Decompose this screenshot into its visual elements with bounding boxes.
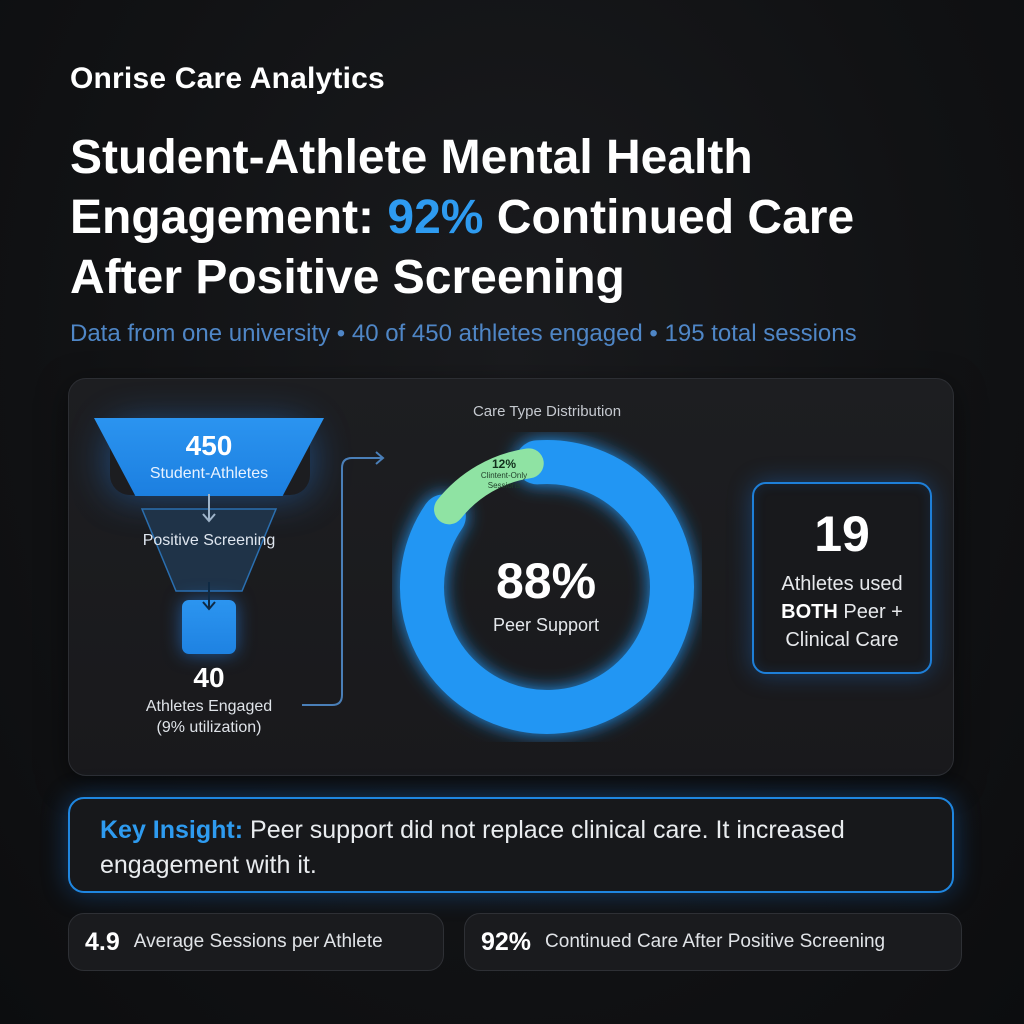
funnel-top-label: Student-Athletes [149, 465, 269, 482]
funnel-bottom-label-main: Athletes Engaged [145, 698, 273, 715]
donut-center-label: Peer Support [492, 615, 600, 635]
stat-value: 19 [814, 506, 870, 562]
key-insight-label: Key Insight: [100, 816, 244, 844]
subtitle: Data from one university • 40 of 450 ath… [70, 320, 857, 347]
funnel-bottom-value: 40 [193, 662, 225, 693]
donut-slice-clinical-only [434, 448, 544, 525]
slice-label-clinical: Clintent-Only Sessions [480, 471, 528, 490]
metric-label: Average Sessions per Athlete [133, 931, 383, 952]
slice-label-clinical-pct: 12% [491, 457, 517, 471]
title-line-2-prefix: Engagement: [70, 191, 388, 244]
donut-center-value: 88% [495, 553, 597, 609]
stat-card [752, 482, 932, 674]
funnel-top-shape [94, 418, 324, 496]
title-accent: 92% [387, 191, 484, 244]
donut-chart [400, 440, 694, 734]
donut-slice-peer-support [400, 440, 694, 734]
brand-name: Onrise Care Analytics [70, 62, 385, 95]
key-insight-card: Key Insight: Peer support did not replac… [68, 797, 954, 893]
funnel-arrows [202, 494, 216, 611]
stat-label-line3: Clinical Care [785, 629, 899, 651]
title-line-3: After Positive Screening [70, 251, 625, 304]
stat-label-suffix: Peer + [837, 601, 903, 623]
funnel-mid-label: Positive Screening [142, 532, 276, 549]
connector-arrow [302, 451, 385, 706]
stat-label: Athletes used BOTH Peer + Clinical Care [752, 570, 932, 654]
title-line-1: Student-Athlete Mental Health [70, 131, 753, 184]
chart-title: Care Type Distribution [472, 403, 622, 420]
metric-label: Continued Care After Positive Screening [545, 931, 886, 952]
page-title: Student-Athlete Mental Health Engagement… [70, 128, 990, 308]
metric-pill-continued-care: 92% Continued Care After Positive Screen… [464, 913, 962, 971]
funnel-mid-shape [140, 508, 278, 592]
stat-label-line1: Athletes used [781, 573, 903, 595]
funnel-top-value: 450 [185, 430, 233, 461]
key-insight-text: Peer support did not replace clinical ca… [100, 816, 845, 879]
stat-label-bold: BOTH [781, 601, 838, 623]
metric-pill-sessions: 4.9 Average Sessions per Athlete [68, 913, 444, 971]
metric-value: 92% [481, 927, 532, 956]
funnel-bottom-sublabel: (9% utilization) [156, 719, 262, 736]
funnel-bottom-label: Athletes Engaged (9% utilization) [120, 696, 298, 738]
metric-value: 4.9 [85, 927, 120, 956]
title-line-2-suffix: Continued Care [483, 191, 855, 244]
